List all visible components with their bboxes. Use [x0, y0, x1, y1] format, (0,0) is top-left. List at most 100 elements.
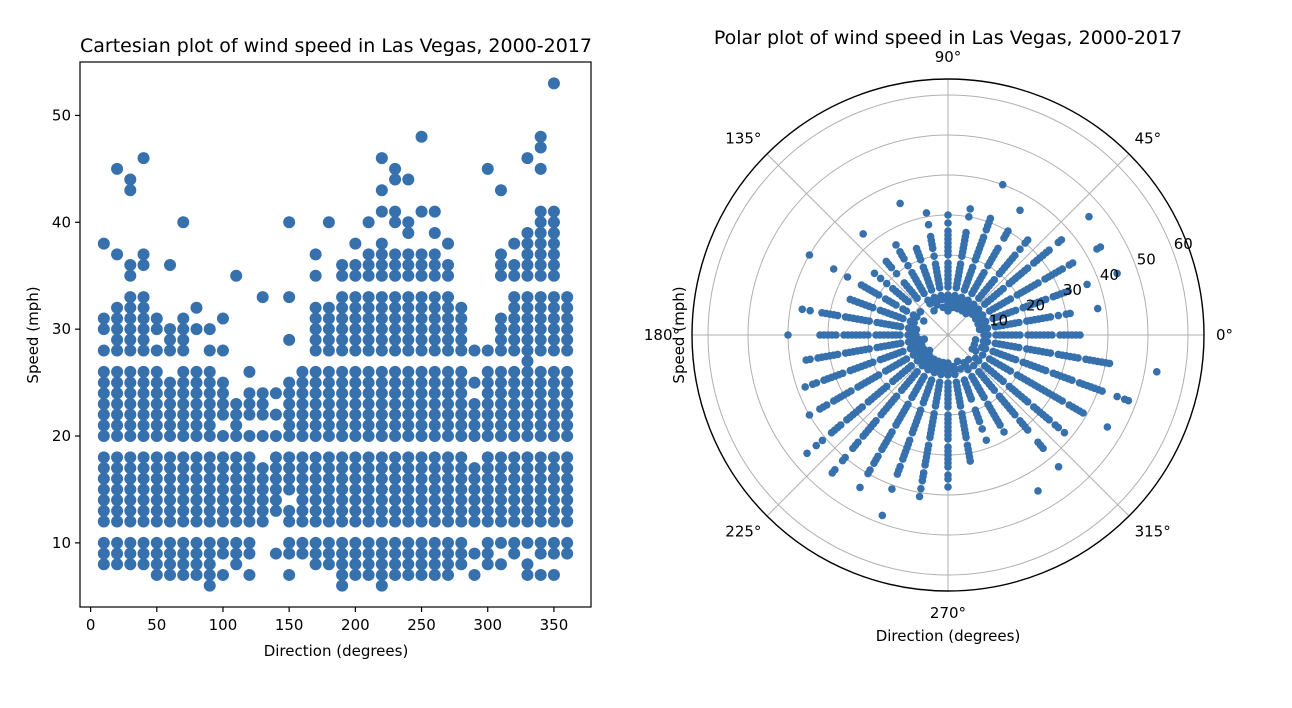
polar-point	[944, 219, 952, 227]
cartesian-point	[111, 312, 124, 325]
cartesian-point	[561, 504, 574, 517]
polar-point	[888, 485, 896, 493]
x-tick-label: 350	[540, 616, 569, 634]
cartesian-point	[216, 408, 229, 421]
cartesian-point	[402, 301, 415, 314]
polar-y-axis-label: Speed (mph)	[670, 286, 688, 383]
polar-point	[956, 402, 965, 410]
cartesian-point	[111, 558, 124, 571]
cartesian-point	[203, 547, 216, 560]
cartesian-point	[494, 483, 507, 496]
cartesian-point	[309, 515, 322, 528]
cartesian-point	[296, 494, 309, 507]
cartesian-point	[547, 462, 560, 475]
cartesian-point	[137, 344, 150, 357]
cartesian-point	[322, 312, 335, 325]
polar-point	[962, 228, 970, 237]
cartesian-point	[402, 344, 415, 357]
polar-point	[1023, 398, 1032, 406]
cartesian-point	[362, 430, 375, 443]
cartesian-point	[561, 312, 574, 325]
polar-point	[924, 365, 932, 374]
cartesian-point	[508, 451, 521, 464]
cartesian-point	[455, 451, 468, 464]
polar-point	[968, 263, 977, 272]
cartesian-point	[375, 430, 388, 443]
cartesian-point	[124, 419, 137, 432]
cartesian-point	[216, 397, 229, 410]
cartesian-point	[442, 462, 455, 475]
cartesian-point	[481, 515, 494, 528]
polar-point	[962, 433, 970, 442]
cartesian-point	[124, 323, 137, 336]
cartesian-point	[468, 344, 481, 357]
cartesian-point	[164, 494, 177, 507]
cartesian-point	[534, 259, 547, 272]
polar-point	[897, 386, 906, 394]
cartesian-point	[468, 462, 481, 475]
polar-point	[1045, 416, 1053, 424]
cartesian-point	[547, 483, 560, 496]
cartesian-point	[256, 472, 269, 485]
polar-point	[798, 305, 807, 314]
cartesian-point	[203, 376, 216, 389]
cartesian-point	[494, 323, 507, 336]
cartesian-point	[389, 173, 402, 186]
cartesian-point	[150, 494, 163, 507]
polar-point	[843, 416, 851, 424]
cartesian-point	[336, 568, 349, 581]
cartesian-point	[137, 536, 150, 549]
cartesian-point	[402, 462, 415, 475]
cartesian-point	[111, 397, 124, 410]
cartesian-point	[362, 568, 375, 581]
cartesian-point	[415, 312, 428, 325]
polar-point	[1113, 392, 1121, 401]
polar-point	[1011, 355, 1020, 364]
cartesian-point	[124, 558, 137, 571]
cartesian-point	[111, 387, 124, 400]
cartesian-point	[111, 248, 124, 261]
cartesian-point	[415, 248, 428, 261]
cartesian-point	[402, 312, 415, 325]
cartesian-point	[389, 547, 402, 560]
cartesian-point	[375, 184, 388, 197]
cartesian-point	[269, 387, 282, 400]
cartesian-point	[375, 237, 388, 250]
cartesian-point	[362, 515, 375, 528]
polar-point	[981, 317, 990, 326]
cartesian-point	[124, 462, 137, 475]
cartesian-point	[389, 323, 402, 336]
cartesian-point	[375, 269, 388, 282]
cartesian-point	[203, 558, 216, 571]
cartesian-point	[97, 430, 110, 443]
polar-point	[926, 433, 934, 442]
polar-point	[1015, 318, 1023, 327]
cartesian-point	[402, 173, 415, 186]
polar-point	[846, 366, 855, 375]
cartesian-point	[561, 451, 574, 464]
polar-point	[1039, 444, 1047, 453]
cartesian-point	[362, 376, 375, 389]
polar-point	[967, 395, 976, 403]
cartesian-point	[375, 205, 388, 218]
cartesian-point	[442, 376, 455, 389]
polar-radial-tick-label: 30	[1063, 281, 1082, 299]
polar-point	[956, 365, 965, 373]
cartesian-point	[428, 568, 441, 581]
cartesian-point	[164, 397, 177, 410]
cartesian-point	[494, 184, 507, 197]
cartesian-point	[362, 483, 375, 496]
polar-point	[1023, 236, 1032, 244]
polar-point	[889, 377, 897, 386]
cartesian-point	[534, 419, 547, 432]
cartesian-point	[402, 472, 415, 485]
cartesian-point	[481, 376, 494, 389]
cartesian-point	[402, 451, 415, 464]
cartesian-point	[216, 387, 229, 400]
cartesian-point	[150, 568, 163, 581]
cartesian-point	[481, 430, 494, 443]
cartesian-point	[164, 483, 177, 496]
cartesian-point	[561, 408, 574, 421]
cartesian-point	[177, 547, 190, 560]
